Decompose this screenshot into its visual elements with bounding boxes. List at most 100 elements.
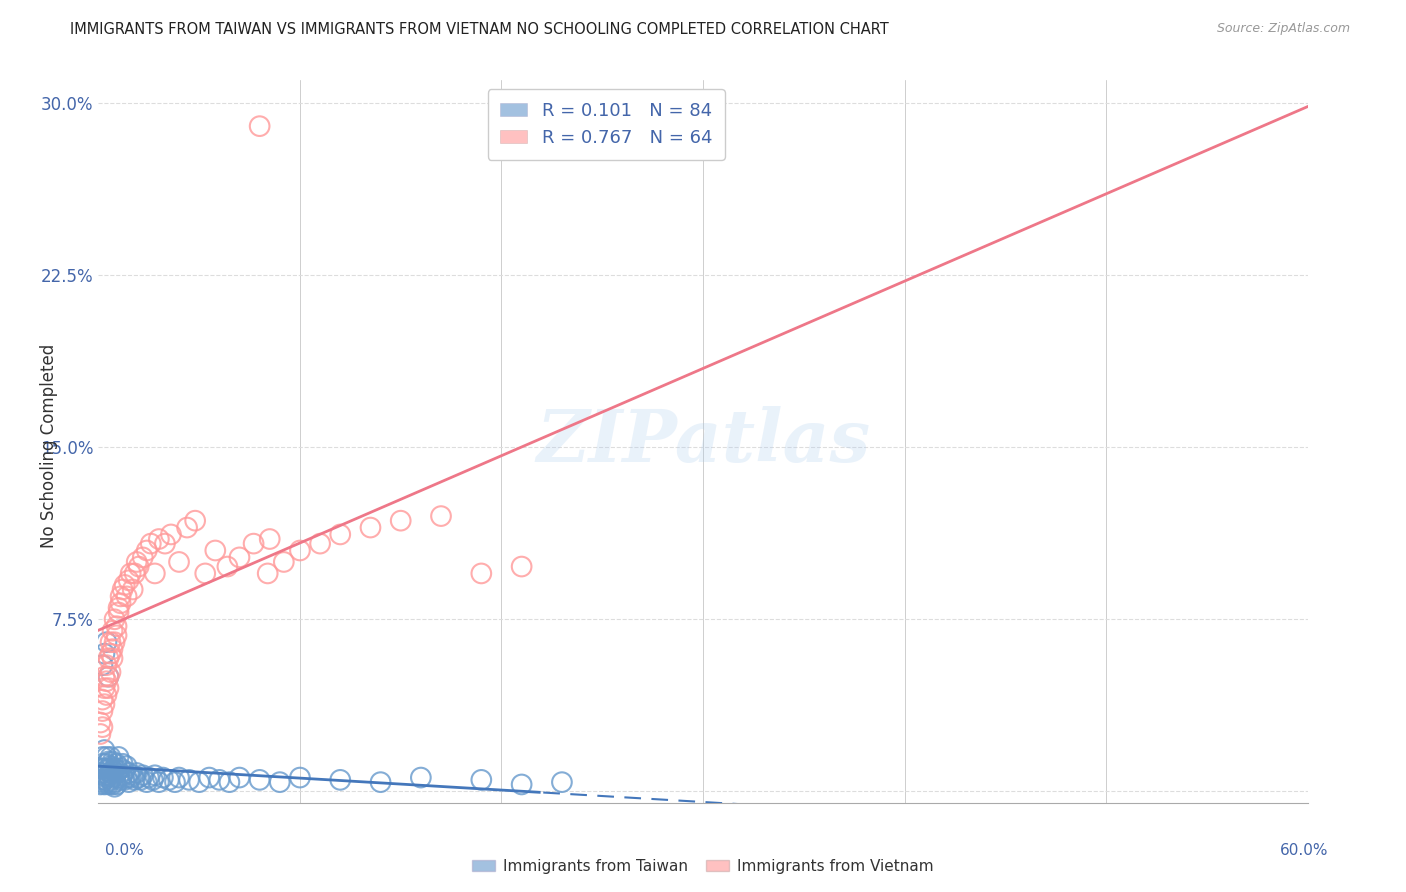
Point xyxy=(470,772,492,787)
Point xyxy=(96,771,118,785)
Point xyxy=(120,566,142,581)
Point xyxy=(89,777,111,791)
Point xyxy=(288,543,311,558)
Point xyxy=(430,509,453,524)
Point xyxy=(551,775,574,789)
Point xyxy=(510,559,533,574)
Point xyxy=(110,772,132,787)
Point xyxy=(120,771,142,785)
Point xyxy=(143,768,166,782)
Point xyxy=(101,642,124,657)
Point xyxy=(96,635,118,649)
Point xyxy=(97,681,120,695)
Point xyxy=(470,566,492,581)
Point xyxy=(91,766,114,780)
Point xyxy=(288,771,311,785)
Point xyxy=(114,578,136,592)
Point xyxy=(204,543,226,558)
Point xyxy=(101,651,124,665)
Point xyxy=(97,761,120,775)
Point xyxy=(118,574,141,588)
Point xyxy=(132,768,155,782)
Point xyxy=(96,756,118,771)
Point xyxy=(105,766,128,780)
Point xyxy=(93,761,115,775)
Point xyxy=(101,771,124,785)
Point xyxy=(93,697,115,711)
Point xyxy=(101,624,124,638)
Point xyxy=(160,527,183,541)
Point xyxy=(100,759,122,773)
Point xyxy=(148,532,170,546)
Point xyxy=(100,665,122,679)
Point xyxy=(103,780,125,794)
Point xyxy=(111,756,134,771)
Point xyxy=(96,764,118,778)
Point xyxy=(105,628,128,642)
Point xyxy=(91,756,114,771)
Point xyxy=(121,768,143,782)
Point xyxy=(143,566,166,581)
Point xyxy=(96,658,118,673)
Point xyxy=(110,761,132,775)
Point xyxy=(105,619,128,633)
Point xyxy=(96,750,118,764)
Text: IMMIGRANTS FROM TAIWAN VS IMMIGRANTS FROM VIETNAM NO SCHOOLING COMPLETED CORRELA: IMMIGRANTS FROM TAIWAN VS IMMIGRANTS FRO… xyxy=(70,22,889,37)
Point xyxy=(114,772,136,787)
Point xyxy=(259,532,281,546)
Point xyxy=(93,681,115,695)
Point xyxy=(118,775,141,789)
Point xyxy=(167,771,190,785)
Point xyxy=(93,777,115,791)
Point xyxy=(97,775,120,789)
Point xyxy=(389,514,412,528)
Point xyxy=(194,566,217,581)
Point xyxy=(135,775,157,789)
Point xyxy=(103,761,125,775)
Point xyxy=(115,759,138,773)
Point xyxy=(124,566,146,581)
Point xyxy=(228,771,250,785)
Point xyxy=(111,582,134,597)
Point xyxy=(153,536,176,550)
Point xyxy=(360,520,382,534)
Point xyxy=(91,704,114,718)
Point xyxy=(91,775,114,789)
Point xyxy=(93,772,115,787)
Point xyxy=(103,635,125,649)
Point xyxy=(125,766,148,780)
Text: Source: ZipAtlas.com: Source: ZipAtlas.com xyxy=(1216,22,1350,36)
Point xyxy=(163,775,186,789)
Point xyxy=(370,775,392,789)
Point xyxy=(89,772,111,787)
Point xyxy=(107,771,129,785)
Point xyxy=(89,761,111,775)
Legend: R = 0.101   N = 84, R = 0.767   N = 64: R = 0.101 N = 84, R = 0.767 N = 64 xyxy=(488,89,725,160)
Point xyxy=(179,772,201,787)
Point xyxy=(97,670,120,684)
Point xyxy=(409,771,432,785)
Point xyxy=(97,768,120,782)
Point xyxy=(101,755,124,769)
Point xyxy=(100,766,122,780)
Point xyxy=(184,514,207,528)
Point xyxy=(217,559,239,574)
Point xyxy=(105,756,128,771)
Text: ZIPatlas: ZIPatlas xyxy=(536,406,870,477)
Point xyxy=(97,670,120,684)
Point xyxy=(110,596,132,610)
Point xyxy=(329,772,352,787)
Point xyxy=(97,755,120,769)
Point xyxy=(100,647,122,661)
Point xyxy=(176,520,198,534)
Point xyxy=(93,743,115,757)
Point xyxy=(103,768,125,782)
Text: 60.0%: 60.0% xyxy=(1281,843,1329,858)
Point xyxy=(101,777,124,791)
Point xyxy=(105,777,128,791)
Point xyxy=(100,635,122,649)
Point xyxy=(125,555,148,569)
Point xyxy=(242,536,264,550)
Point xyxy=(111,768,134,782)
Point xyxy=(128,559,150,574)
